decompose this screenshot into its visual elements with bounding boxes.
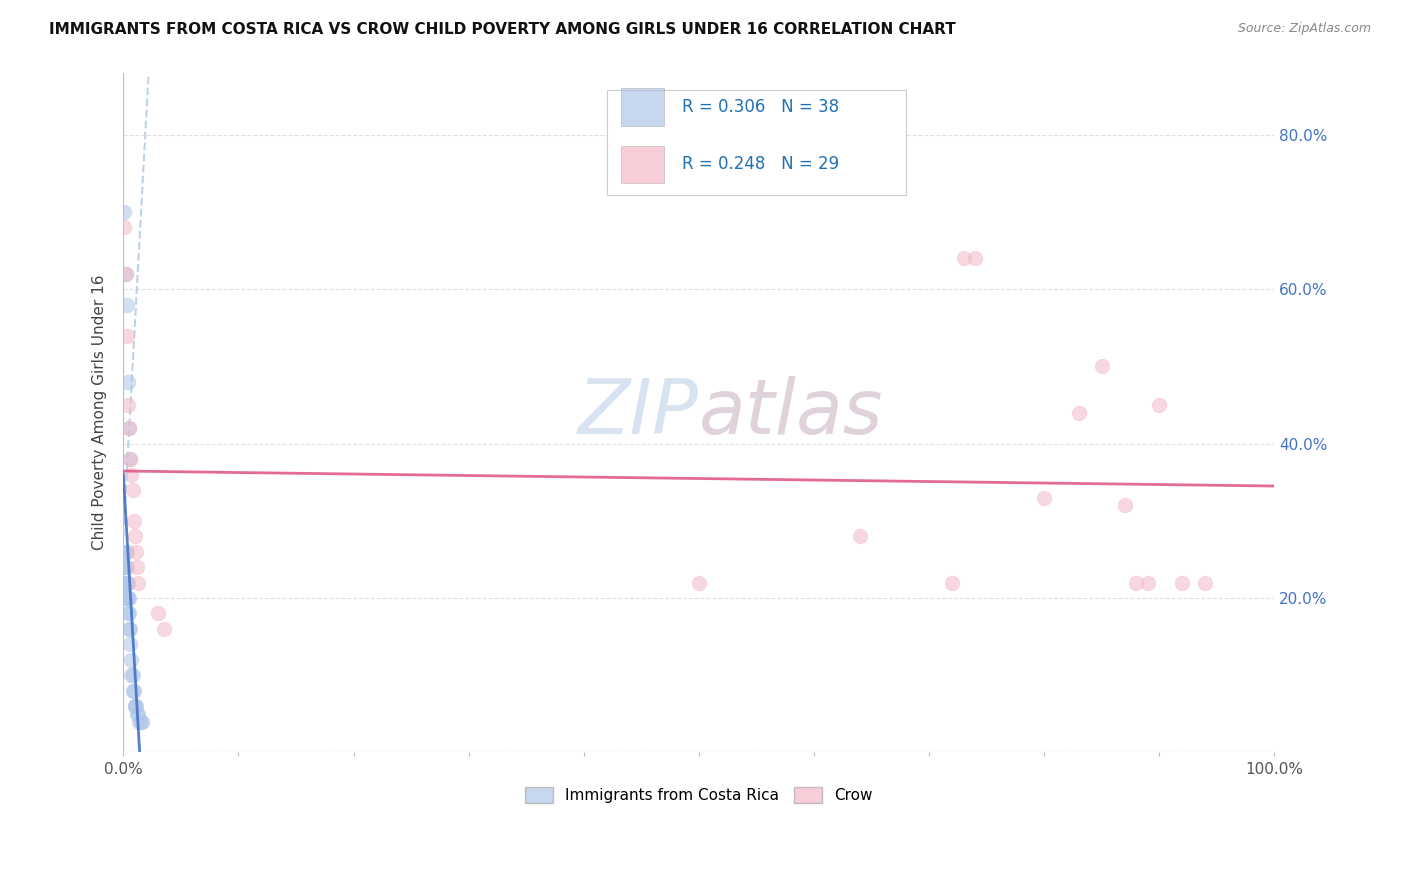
Point [118, 622, 141, 636]
Point [124, 699, 146, 714]
Text: Source: ZipAtlas.com: Source: ZipAtlas.com [1237, 22, 1371, 36]
Point [115, 560, 138, 574]
Point [117, 607, 139, 621]
Point [125, 545, 148, 559]
Legend: Immigrants from Costa Rica, Crow: Immigrants from Costa Rica, Crow [519, 781, 879, 809]
Point [127, 706, 149, 721]
Point [121, 668, 143, 682]
Point [114, 560, 136, 574]
Point [121, 483, 143, 497]
Point [965, 252, 987, 266]
Point [115, 545, 138, 559]
Point [117, 591, 139, 605]
Text: R = 0.248   N = 29: R = 0.248 N = 29 [682, 155, 839, 173]
Point [114, 220, 136, 235]
Point [118, 421, 141, 435]
Point [118, 591, 141, 605]
Point [1067, 406, 1090, 420]
Text: atlas: atlas [699, 376, 883, 450]
Point [131, 714, 153, 729]
Point [120, 622, 142, 636]
Point [121, 683, 143, 698]
Point [129, 714, 152, 729]
Point [127, 575, 149, 590]
Point [120, 637, 142, 651]
Point [117, 375, 139, 389]
Point [115, 591, 138, 605]
Point [114, 591, 136, 605]
Point [114, 267, 136, 281]
Point [120, 653, 142, 667]
Point [688, 575, 710, 590]
Point [146, 607, 169, 621]
Point [114, 545, 136, 559]
Point [124, 529, 146, 543]
Point [941, 575, 963, 590]
Point [1033, 491, 1056, 505]
Point [1171, 575, 1194, 590]
Point [118, 607, 141, 621]
Text: IMMIGRANTS FROM COSTA RICA VS CROW CHILD POVERTY AMONG GIRLS UNDER 16 CORRELATIO: IMMIGRANTS FROM COSTA RICA VS CROW CHILD… [49, 22, 956, 37]
Point [128, 714, 150, 729]
Point [122, 514, 145, 528]
Point [120, 467, 142, 482]
Point [120, 668, 142, 682]
FancyBboxPatch shape [620, 145, 664, 183]
Point [114, 575, 136, 590]
Point [120, 452, 142, 467]
Text: R = 0.306   N = 38: R = 0.306 N = 38 [682, 98, 839, 116]
Point [114, 545, 136, 559]
Point [114, 267, 136, 281]
Point [1194, 575, 1216, 590]
Point [1125, 575, 1147, 590]
Point [114, 560, 136, 574]
Point [118, 421, 141, 435]
Point [115, 575, 138, 590]
Point [1114, 499, 1136, 513]
Point [952, 252, 974, 266]
Point [114, 575, 136, 590]
Point [124, 699, 146, 714]
Point [120, 452, 142, 467]
Point [849, 529, 872, 543]
Point [114, 205, 136, 219]
Point [1136, 575, 1159, 590]
FancyBboxPatch shape [620, 88, 664, 126]
Point [117, 575, 139, 590]
Point [115, 328, 138, 343]
Point [127, 560, 149, 574]
Point [127, 706, 149, 721]
Point [115, 298, 138, 312]
Point [1091, 359, 1114, 374]
Text: ZIP: ZIP [578, 376, 699, 450]
Point [125, 699, 148, 714]
Point [122, 683, 145, 698]
Point [117, 398, 139, 412]
Y-axis label: Child Poverty Among Girls Under 16: Child Poverty Among Girls Under 16 [93, 275, 107, 550]
Point [152, 622, 174, 636]
FancyBboxPatch shape [607, 90, 905, 195]
Point [1149, 398, 1171, 412]
